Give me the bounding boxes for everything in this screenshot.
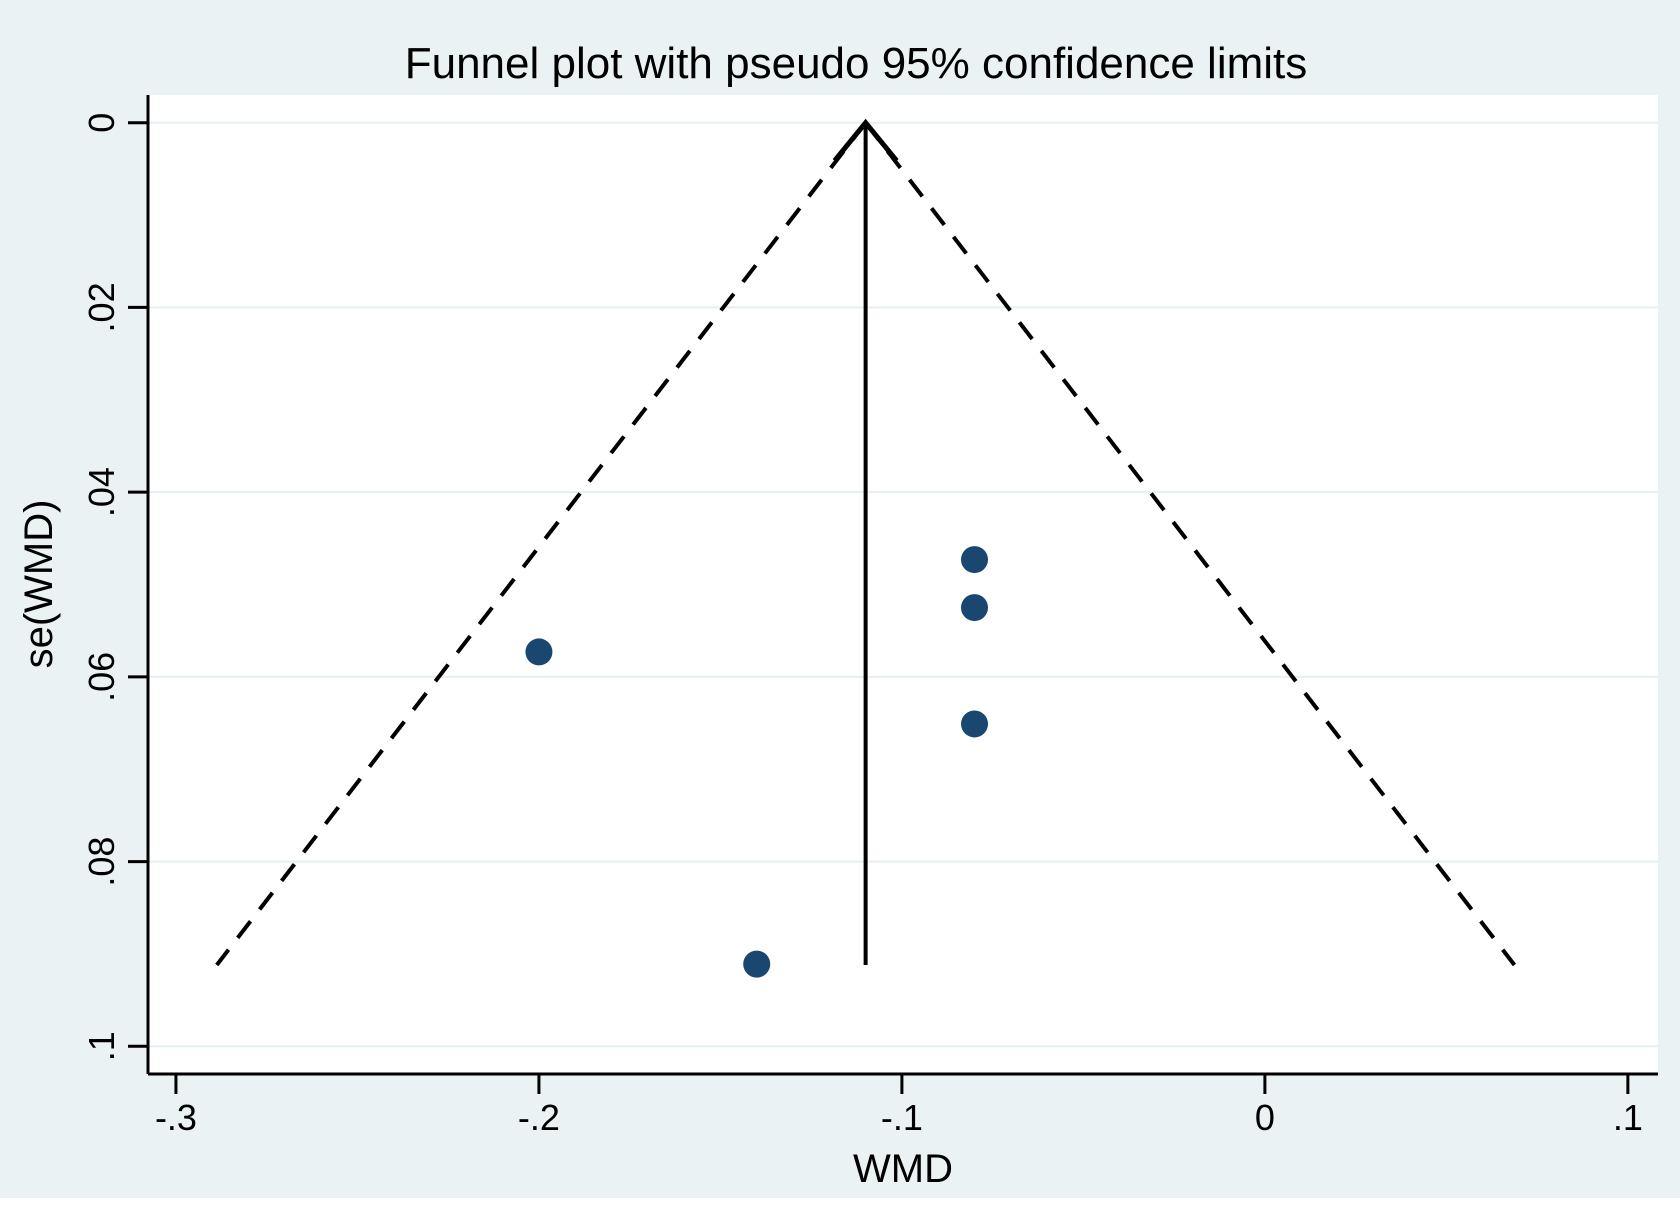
x-tick-label: .1 (1613, 1097, 1643, 1138)
x-tick-label: -.2 (518, 1097, 560, 1138)
window-bottom-strip (0, 1198, 1680, 1214)
y-tick-label: .1 (81, 1031, 122, 1061)
axes (128, 95, 1658, 1094)
plot-area (148, 95, 1658, 1074)
pooled-estimate-line (832, 118, 899, 966)
data-point (961, 546, 989, 574)
data-point (525, 638, 553, 666)
study-points (525, 546, 989, 978)
x-axis-title: WMD (853, 1147, 953, 1191)
y-tick-label: .06 (81, 652, 122, 702)
y-axis-title: se(WMD) (17, 500, 61, 669)
y-tick-label: 0 (81, 113, 122, 133)
data-point (961, 710, 989, 738)
gridlines (148, 121, 1658, 1048)
arrowhead-icon (832, 118, 899, 163)
data-point (961, 594, 989, 622)
chart-title: Funnel plot with pseudo 95% confidence l… (405, 39, 1308, 88)
x-tick-label: -.3 (155, 1097, 197, 1138)
x-tick-label: -.1 (881, 1097, 923, 1138)
data-point (743, 950, 771, 978)
y-tick-label: .04 (81, 467, 122, 517)
tick-labels: -.3 -.2 -.1 0 .1 0 .02 .04 .06 .08 .1 (81, 113, 1643, 1138)
y-tick-label: .02 (81, 282, 122, 332)
x-tick-label: 0 (1255, 1097, 1275, 1138)
y-tick-label: .08 (81, 837, 122, 887)
